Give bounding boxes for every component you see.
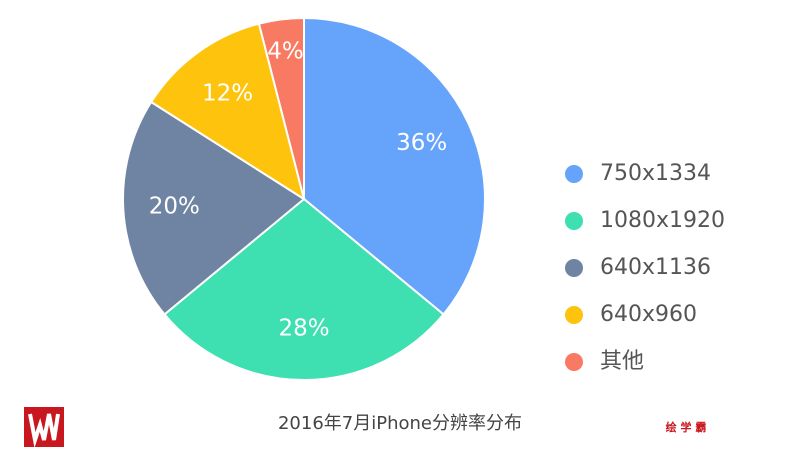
pie-slice: [163, 197, 445, 381]
legend-swatch: [565, 165, 583, 183]
legend-swatch: [565, 306, 583, 324]
logo-mark: [28, 413, 60, 448]
data-label: 20%: [149, 194, 200, 220]
watermark: 绘 学 霸: [666, 420, 707, 434]
pie-slice: [303, 16, 486, 316]
chart-title: 2016年7月iPhone分辨率分布: [278, 413, 522, 434]
legend-swatch: [565, 259, 583, 277]
data-label: 36%: [396, 130, 447, 156]
legend-label: 其他: [600, 349, 644, 374]
logo: [24, 407, 64, 448]
legend-label: 640x960: [600, 302, 697, 327]
pie-slice: [257, 16, 305, 200]
pie-slice: [149, 22, 306, 202]
data-label: 28%: [278, 316, 329, 342]
legend-label: 1080x1920: [600, 208, 725, 233]
legend-label: 640x1136: [600, 255, 711, 280]
legend-swatch: [565, 212, 583, 230]
data-label: 12%: [202, 80, 253, 106]
pie-slice: [122, 100, 306, 316]
legend-swatch: [565, 353, 583, 371]
legend-label: 750x1334: [600, 161, 711, 186]
data-label: 4%: [267, 39, 304, 65]
